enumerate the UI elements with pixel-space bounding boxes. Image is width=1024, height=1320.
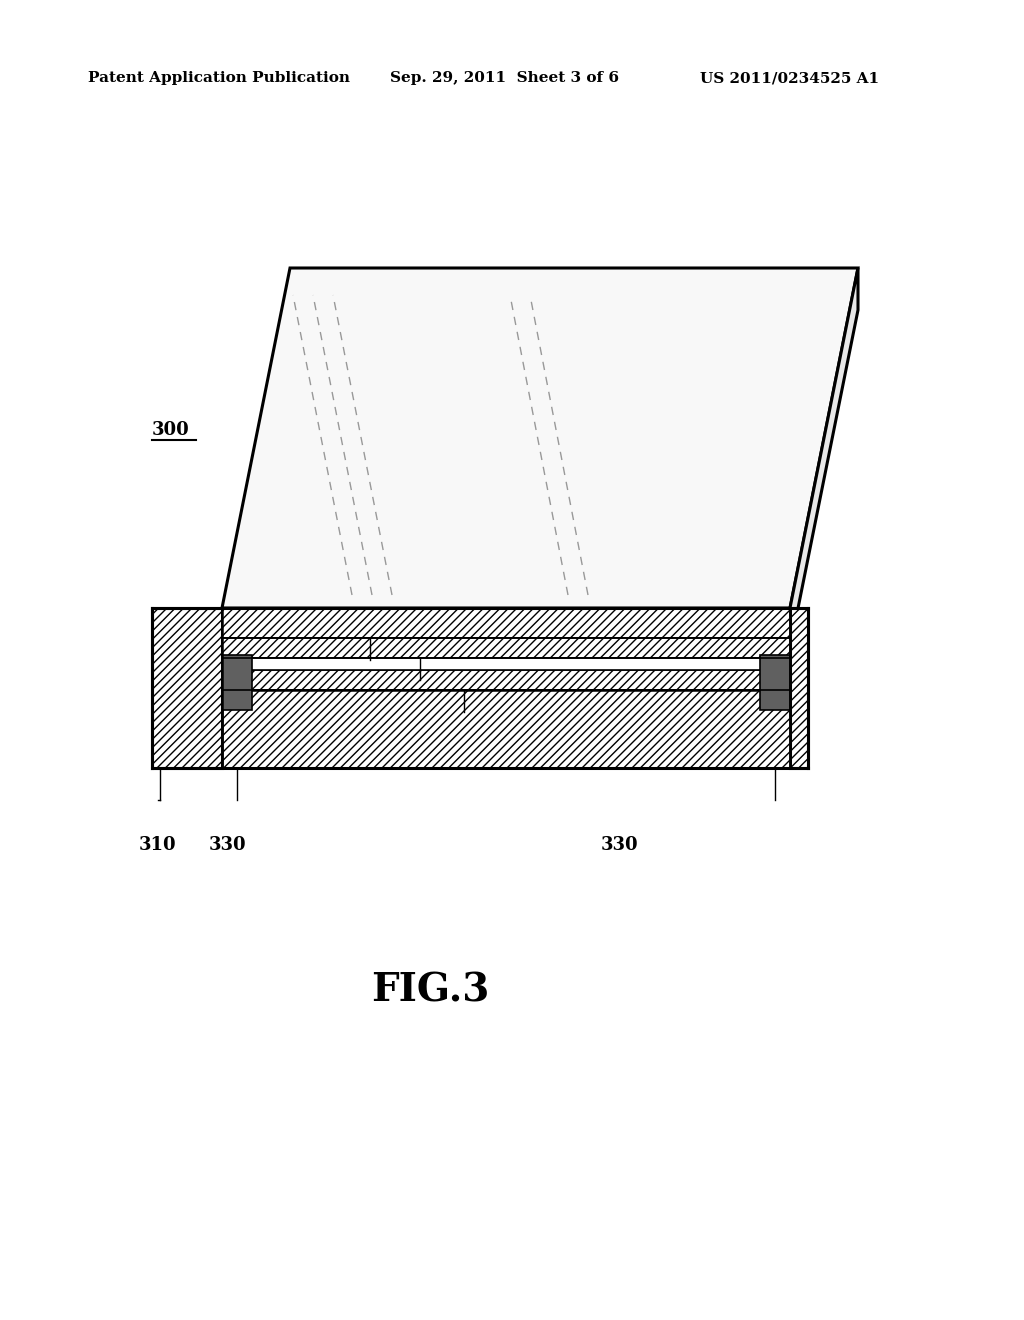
Text: 340: 340 — [399, 678, 437, 697]
Polygon shape — [222, 655, 252, 710]
Text: 330: 330 — [601, 836, 639, 854]
Polygon shape — [222, 671, 790, 690]
Text: 310: 310 — [139, 836, 177, 854]
Polygon shape — [760, 655, 790, 710]
Text: 330: 330 — [209, 836, 247, 854]
Text: Patent Application Publication: Patent Application Publication — [88, 71, 350, 84]
Polygon shape — [790, 609, 808, 768]
Text: FIG.3: FIG.3 — [371, 972, 489, 1008]
Polygon shape — [222, 638, 790, 657]
Polygon shape — [222, 609, 790, 638]
Polygon shape — [222, 268, 858, 609]
Polygon shape — [240, 657, 772, 671]
Text: 300: 300 — [152, 421, 189, 440]
Text: 350: 350 — [445, 678, 483, 697]
Polygon shape — [222, 690, 790, 768]
Text: Sep. 29, 2011  Sheet 3 of 6: Sep. 29, 2011 Sheet 3 of 6 — [390, 71, 618, 84]
Text: US 2011/0234525 A1: US 2011/0234525 A1 — [700, 71, 880, 84]
Polygon shape — [152, 609, 222, 768]
Polygon shape — [790, 268, 858, 648]
Text: 320: 320 — [351, 678, 389, 697]
